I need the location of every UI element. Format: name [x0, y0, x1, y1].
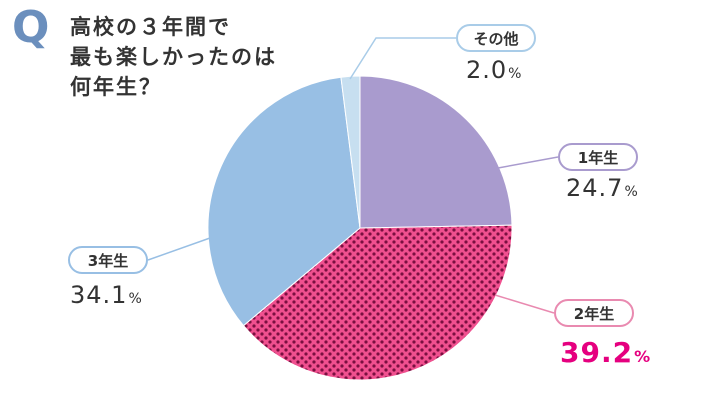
slice-value-grade1: 24.7%: [566, 174, 639, 202]
pie-slices: [207, 75, 513, 381]
slice-label-grade2: 2年生: [554, 299, 634, 327]
leader-lines: [147, 37, 559, 314]
slice-label-grade3: 3年生: [68, 246, 148, 274]
pie-slice-grade2: [242, 224, 513, 381]
leader-line-grade3: [147, 237, 211, 261]
leader-line-grade2: [494, 294, 555, 314]
question-title: 高校の３年間で 最も楽しかったのは 何年生？: [70, 12, 277, 102]
question-line-3: 何年生？: [70, 75, 162, 99]
question-line-1: 高校の３年間で: [70, 15, 231, 39]
leader-line-other: [349, 37, 456, 80]
slice-value-other: 2.0%: [466, 56, 523, 84]
pie-slice-other: [340, 75, 361, 229]
pie-slice-grade1: [359, 75, 513, 229]
slice-value-grade2: 39.2%: [560, 336, 652, 369]
slice-label-grade1: 1年生: [558, 143, 638, 171]
question-line-2: 最も楽しかったのは: [70, 45, 277, 69]
leader-line-grade1: [497, 156, 559, 169]
q-mark: Q: [12, 2, 50, 53]
slice-label-other: その他: [456, 24, 536, 52]
slice-value-grade3: 34.1%: [70, 281, 143, 309]
pie-slice-grade3: [207, 76, 361, 327]
